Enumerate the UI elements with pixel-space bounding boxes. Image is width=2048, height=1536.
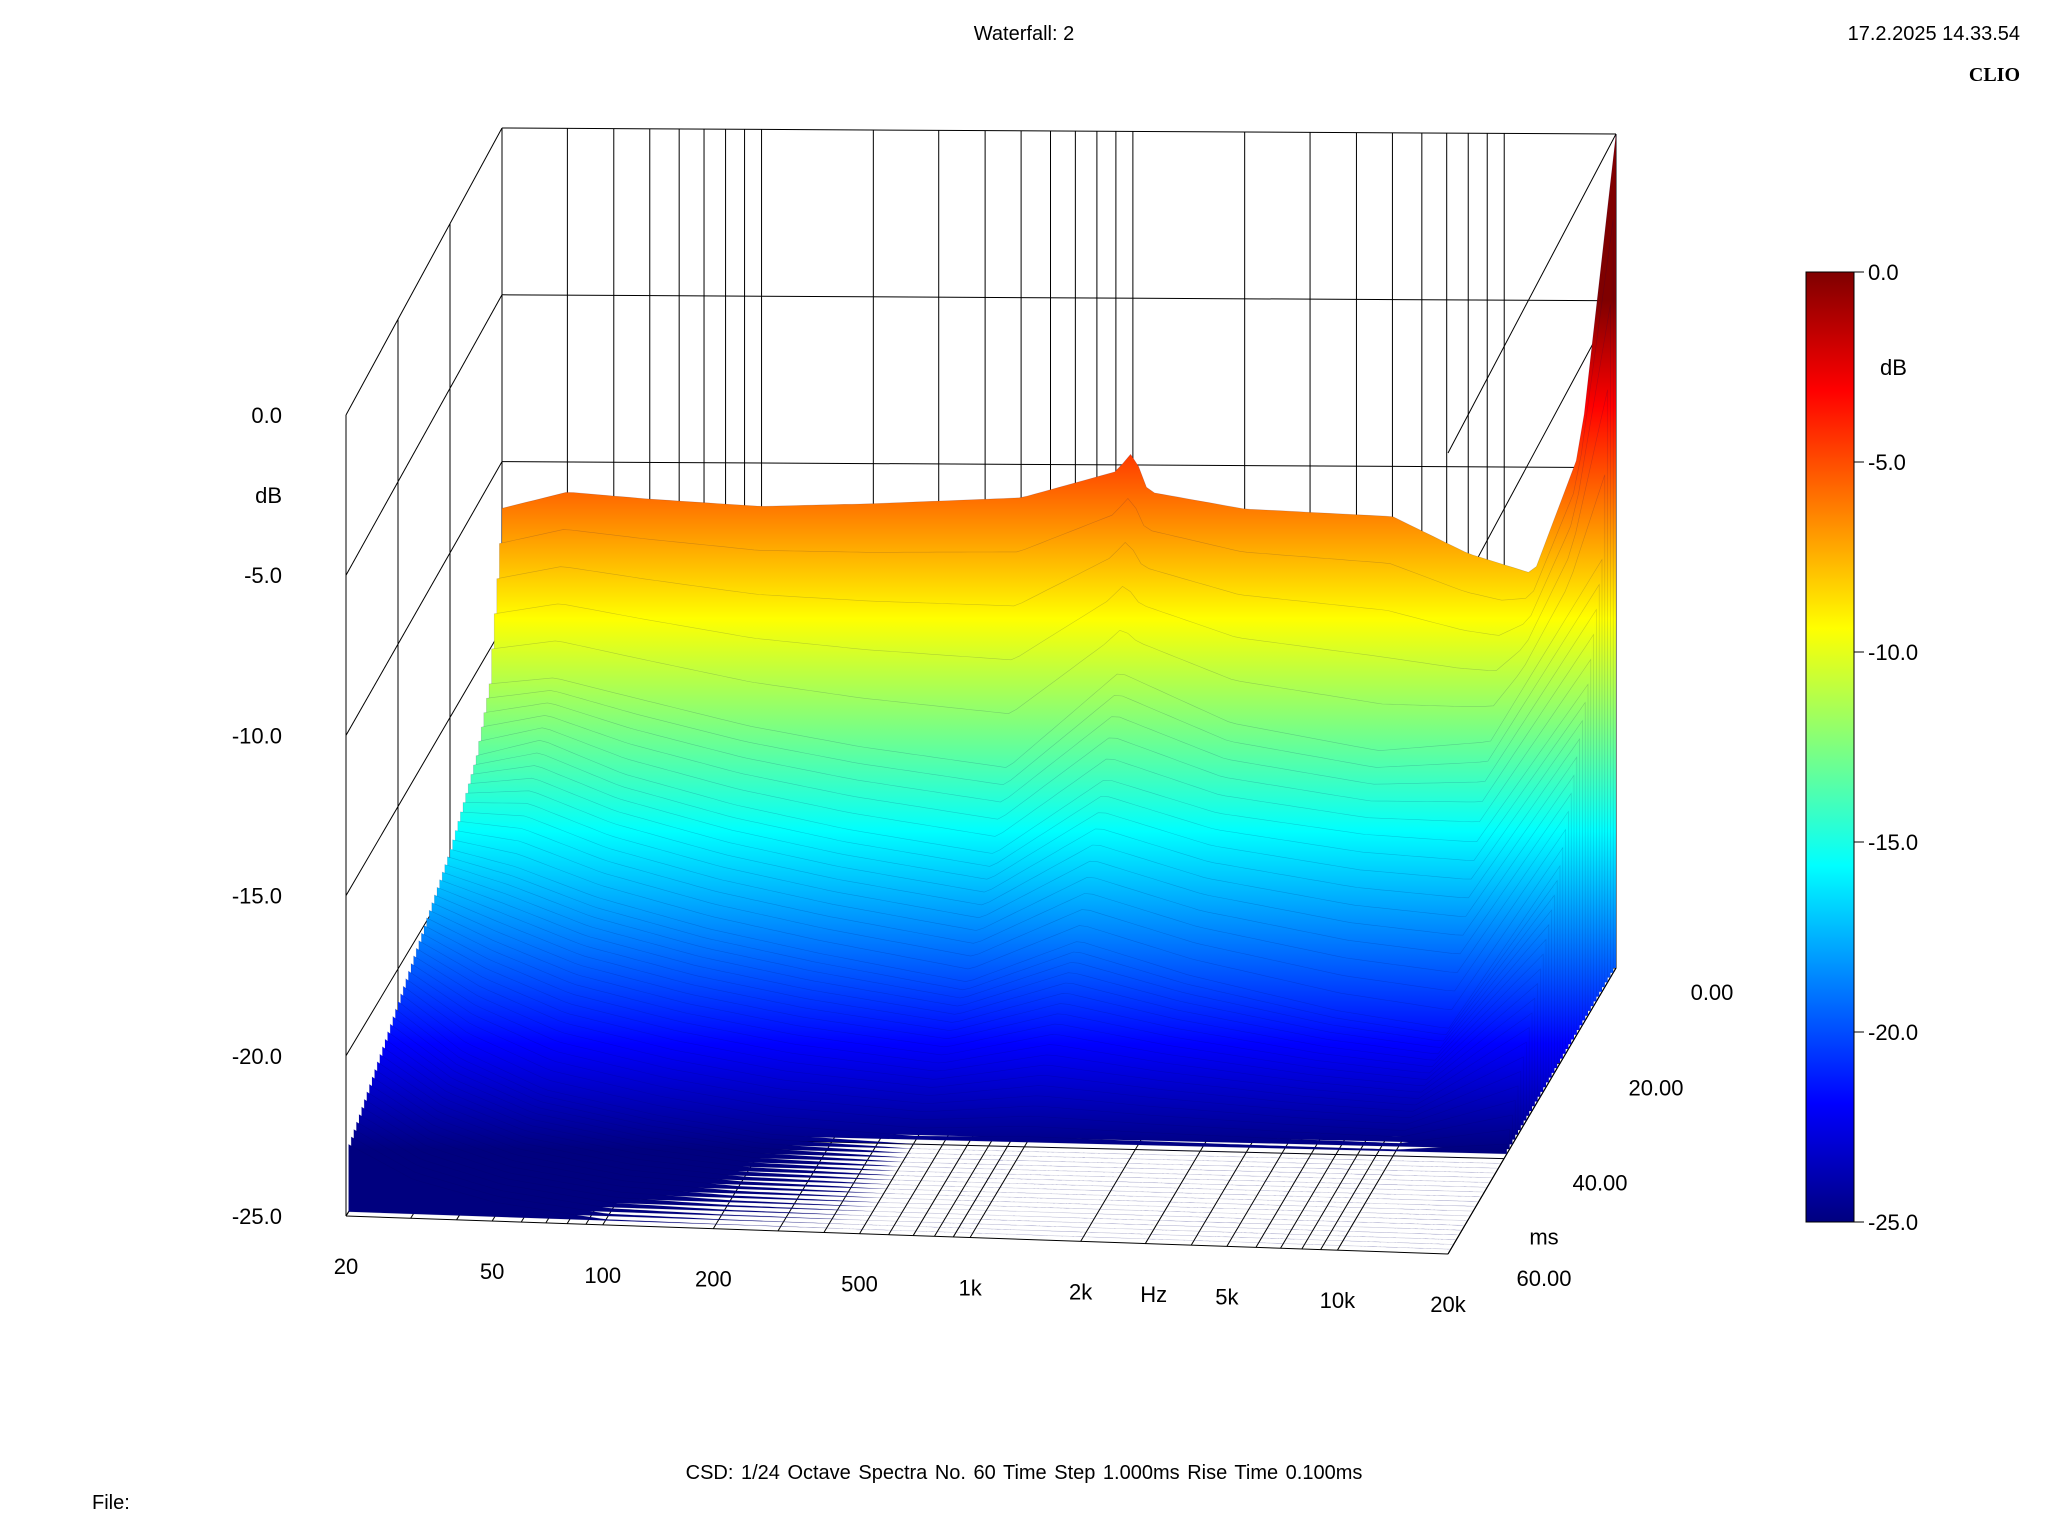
x-tick-label: 2k <box>1069 1279 1093 1304</box>
grid-line <box>345 127 503 416</box>
y-tick-label: -10.0 <box>232 723 282 748</box>
colorbar-tick-label: 0.0 <box>1868 260 1899 285</box>
colorbar-gradient <box>1805 271 1855 1223</box>
grid-line <box>345 1215 1449 1255</box>
spectrum-slice <box>397 1000 1505 1159</box>
spectrum-slice <box>358 1113 1463 1231</box>
spectrum-slice <box>387 1031 1493 1178</box>
z-tick-label: 0.00 <box>1691 980 1734 1005</box>
colorbar-tick-label: -10.0 <box>1868 640 1918 665</box>
grid-line <box>1447 133 1617 454</box>
y-tick-label: -5.0 <box>244 563 282 588</box>
spectrum-slice <box>371 1076 1477 1207</box>
y-tick-label: -20.0 <box>232 1044 282 1069</box>
colorbar: 0.0 -5.0 -10.0 -15.0 -20.0 -25.0 dB <box>1805 260 1918 1235</box>
colorbar-tick-label: -25.0 <box>1868 1210 1918 1235</box>
colorbar-tick-label: -5.0 <box>1868 450 1906 475</box>
spectrum-slice <box>348 1143 1451 1250</box>
chart-title: Waterfall: 2 <box>973 23 1075 45</box>
z-tick-label: 40.00 <box>1572 1171 1627 1196</box>
grid-line <box>501 461 1617 469</box>
x-tick-label: 200 <box>695 1267 732 1292</box>
spectrum-slice <box>389 1023 1496 1174</box>
y-tick-label: 0.0 <box>251 403 282 428</box>
x-tick-label: 10k <box>1320 1288 1356 1313</box>
y-axis-label: dB <box>255 483 282 508</box>
spectrum-slice <box>382 1046 1488 1188</box>
spectrum-slice <box>384 1038 1491 1183</box>
z-axis-label: ms <box>1529 1224 1558 1249</box>
y-tick-label: -15.0 <box>232 884 282 909</box>
spectrum-slice <box>369 1083 1474 1212</box>
colorbar-tick-label: -20.0 <box>1868 1020 1918 1045</box>
y-tick-label: -25.0 <box>232 1204 282 1229</box>
grid-line <box>345 294 503 576</box>
measurement-settings: CSD: 1/24 Octave Spectra No. 60 Time Ste… <box>685 1462 1363 1484</box>
spectrum-slice <box>374 1068 1479 1202</box>
x-axis-label: Hz <box>1140 1282 1167 1307</box>
file-label: File: <box>92 1492 130 1514</box>
spectrum-slice <box>366 1091 1471 1217</box>
spectrum-slice <box>353 1128 1457 1240</box>
grid-line <box>345 461 503 736</box>
x-tick-label: 20k <box>1430 1292 1466 1317</box>
z-tick-label: 60.00 <box>1516 1266 1571 1291</box>
x-tick-label: 5k <box>1215 1284 1239 1309</box>
brand-logo: CLIO <box>1968 64 2020 86</box>
x-tick-label: 100 <box>584 1263 621 1288</box>
axis-labels: 0.0 -5.0 -10.0 -15.0 -20.0 -25.0 dB 20 50 100 200 5… <box>232 403 1734 1317</box>
z-tick-label: 20.00 <box>1628 1075 1683 1100</box>
spectrum-slice <box>400 993 1508 1155</box>
spectrum-slice <box>376 1061 1482 1198</box>
x-tick-label: 20 <box>334 1254 358 1279</box>
spectrum-slice <box>395 1008 1502 1164</box>
timestamp: 17.2.2025 14.33.54 <box>1847 23 2020 45</box>
grid-line <box>345 628 503 896</box>
grid-line <box>501 294 1617 302</box>
waterfall-surface <box>348 133 1617 1250</box>
spectrum-slice <box>392 1015 1499 1169</box>
x-tick-label: 1k <box>958 1276 982 1301</box>
x-tick-label: 500 <box>841 1272 878 1297</box>
spectrum-slice <box>350 1136 1454 1245</box>
spectrum-slice <box>361 1106 1465 1226</box>
grid-line <box>501 127 1617 135</box>
spectrum-slice <box>402 985 1510 1150</box>
colorbar-label: dB <box>1880 355 1907 380</box>
spectrum-slice <box>363 1098 1468 1221</box>
spectrum-slice <box>356 1121 1460 1236</box>
colorbar-tick-label: -15.0 <box>1868 830 1918 855</box>
spectrum-slice <box>379 1053 1485 1193</box>
x-tick-label: 50 <box>480 1259 504 1284</box>
